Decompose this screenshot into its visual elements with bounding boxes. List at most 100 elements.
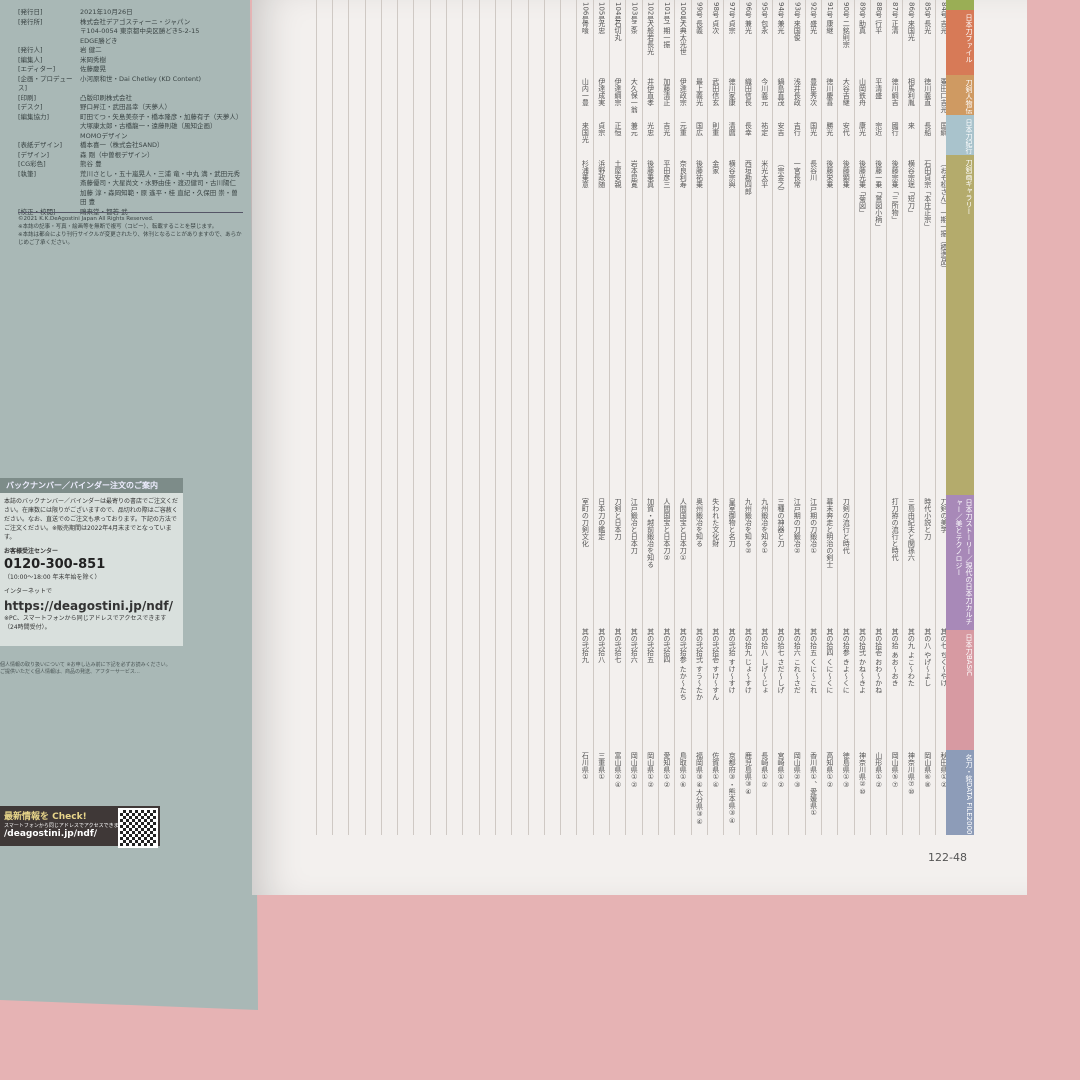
order-center: お客様受注センター — [4, 548, 59, 555]
cell-b: 徳川慶喜 — [825, 78, 834, 106]
colophon-key: [校正・校閲] — [18, 207, 56, 216]
issue-column: 103号 三条 大久保一翁 兼元 岩本昆寛 江戸鍛冶と日本刀 其の弐拾六 岡山県①② — [625, 0, 642, 835]
issue-column: 91号 康継 徳川慶喜 勝光 後藤栄乗 幕末奔走と明治の剣士 其の拾四 くに〜くに 高知県①② — [820, 0, 838, 835]
cell-k: 其の拾五 くに〜これ — [809, 628, 818, 694]
copyright-line: ©2021 K.K.DeAgostini Japan All Rights Re… — [18, 216, 154, 222]
colophon-value: MOMOデザイン — [80, 131, 128, 140]
colophon-row: 斎藤優司・大星尚文・水野由佳・渡辺健司・古川陽仁 — [18, 179, 243, 189]
order-net: インターネットで — [4, 588, 53, 595]
issue-column: 98号 貞次 武田信玄 則重 金家 失われた文化財 其の弐拾壱 すけ〜すん 佐賀県①④ — [706, 0, 724, 835]
cell-no: 85号 — [923, 2, 932, 18]
colophon-key: [エディター] — [18, 65, 56, 73]
cell-s: 人間国宝と日本刀② — [662, 498, 671, 562]
cell-g: 後藤祐乗 — [695, 160, 704, 188]
cell-g: 土屋安親 — [614, 160, 622, 188]
cell-c: 来国光 — [581, 122, 590, 143]
cell-k: 其の弐拾六 — [630, 628, 639, 663]
cell-s: 九州鍛冶を知る② — [744, 498, 753, 555]
issue-column: 102号 大般若長光 井伊直孝 光忠 後藤乗真 加賀・越前鍛冶を知る 其の弐拾五 岡山県①② — [641, 0, 659, 835]
cell-s: 奥州鍛冶を知る — [695, 498, 704, 547]
order-url: https://deagostini.jp/ndf/ — [4, 599, 174, 613]
cell-c: 清麿 — [728, 122, 737, 136]
category-band: 日本刀ストーリー／現代の日本刀カルチャー／美とテクノロジー — [946, 495, 974, 630]
cell-s: 江戸鍛冶と日本刀 — [630, 498, 639, 554]
order-phone: 0120-300-851 — [4, 557, 106, 572]
cell-b: 浅井長政 — [793, 78, 802, 106]
check-title: 最新情報を Check! — [4, 812, 87, 822]
colophon-key: [発行所] — [18, 17, 43, 26]
colophon-row: [印刷] 凸版印刷株式会社 — [18, 94, 243, 104]
cell-d: 鳥取県①⑥ — [679, 752, 688, 789]
copyright-line: ※本誌の記事・写真・絵画等を無断で複写（コピー）、転載することを禁じます。 — [18, 224, 218, 230]
cell-c: 長船 — [923, 122, 932, 136]
issue-column — [511, 0, 528, 835]
cell-g: 後藤栄乗 — [825, 160, 834, 188]
cell-s: 三島由紀夫と関孫六 — [907, 498, 916, 561]
cell-k: 其の弐拾壱 すけ〜すん — [711, 628, 720, 701]
cell-k: 其の弐拾弐 すう〜たか — [695, 628, 704, 701]
copyright-notice: ©2021 K.K.DeAgostini Japan All Rights Re… — [18, 212, 243, 247]
cell-a: 長義 — [695, 20, 704, 34]
colophon-value: 2021年10月26日 — [80, 8, 133, 16]
cell-a: 石切丸 — [614, 20, 622, 41]
cell-b: 粟田口吉光 — [940, 78, 948, 113]
colophon-key — [18, 132, 74, 142]
cell-k: 其の拾九 じょ〜すけ — [744, 628, 753, 694]
cell-g: 杉浦乗意 — [581, 160, 590, 188]
cell-c: 宗近 — [874, 122, 883, 136]
cell-d: 岡山県②③ — [793, 752, 802, 789]
cell-b: 徳川綱吉 — [891, 78, 900, 106]
colophon-value: 株式会社デアゴスティーニ・ジャパン — [80, 17, 191, 26]
colophon-key — [18, 27, 74, 37]
cell-d: 岡山県①② — [630, 752, 639, 789]
colophon-row: [発行人] 岩 健二 — [18, 46, 243, 56]
colophon-key: [発行人] — [18, 46, 43, 54]
issue-column — [315, 0, 333, 835]
issue-column: 97号 貞宗 徳川家康 清麿 横谷宗與 皇室御物と名刀 其の弐拾 すけ〜すけ 京都府③・熊本県… — [723, 0, 740, 835]
colophon-key: [企画・プロデュース] — [18, 74, 73, 93]
cell-d: 岡山県①② — [646, 752, 655, 789]
cell-a: 大般若長光 — [646, 20, 655, 55]
cell-d: 岡山県⑤⑦ — [891, 752, 900, 789]
cell-no: 94号 — [777, 2, 785, 18]
colophon-value: 斎藤優司・大星尚文・水野由佳・渡辺健司・古川陽仁 — [80, 179, 236, 187]
cell-a: 吉光 — [940, 20, 948, 34]
cell-s: 刀剣の流行と時代 — [842, 498, 851, 554]
cell-no: 86号 — [907, 2, 916, 18]
cell-c: 國行 — [891, 122, 900, 136]
cell-g: 横谷宗珉「短刀」 — [907, 160, 916, 216]
cell-a: 三条 — [630, 20, 639, 34]
cell-d: 宮崎県①② — [777, 752, 785, 789]
cell-g: 金家 — [711, 160, 720, 174]
colophon-value: 鴎来堂・都若 武 — [80, 207, 128, 216]
cell-b: 豊臣秀次 — [809, 78, 818, 106]
cell-no: 102号 — [646, 2, 655, 23]
colophon-value: 大塚康太郎・古橋龍一・遠藤則雄（風知企画） — [80, 122, 217, 130]
colophon: [発行日] 2021年10月26日 [発行所] 株式会社デアゴスティーニ・ジャパン 〒1… — [18, 8, 243, 217]
cell-a: 一期一振 — [662, 20, 671, 48]
privacy-notice: 個人情報の取り扱いについて ※お申し込み前に下記を必ずお読みください。ご提供いた… — [0, 662, 171, 675]
cell-g: 浜野政随 — [597, 160, 606, 188]
cell-no: 93号 — [793, 2, 802, 18]
colophon-row: [発行日] 2021年10月26日 — [18, 8, 243, 18]
cell-a: 行平 — [874, 20, 883, 34]
category-band: 日本刀紀行 — [946, 115, 974, 155]
cell-no: 106号 — [581, 2, 590, 23]
colophon-row: [表紙デザイン] 橋本喜一（株式会社SAND） — [18, 141, 243, 151]
colophon-key: [デザイン] — [18, 150, 50, 159]
cell-no: 84号 — [940, 2, 948, 18]
cell-no: 104号 — [614, 2, 622, 23]
cell-no: 92号 — [809, 2, 818, 18]
copyright-line: ※本誌は都合により刊行サイクルが変更されたり、休刊となることがありますので、あら… — [18, 232, 242, 246]
colophon-row: [エディター] 佐藤慶晃 — [18, 65, 243, 75]
cell-b: 平清盛 — [874, 78, 883, 99]
colophon-value: EDGE勝どき — [80, 36, 118, 45]
issue-column — [429, 0, 447, 835]
cell-g: 一宮長常 — [793, 160, 802, 188]
cell-a: 大典太光世 — [679, 20, 688, 55]
colophon-row: EDGE勝どき — [18, 37, 243, 47]
issue-column: 101号 一期一振 加藤清正 吉光 平田彦三 人間国宝と日本刀② 其の弐拾四 愛知県①② — [657, 0, 675, 835]
cell-s: 江戸期の刀鍛冶① — [809, 498, 818, 555]
cell-s: 人間国宝と日本刀① — [679, 498, 688, 562]
colophon-row: [発行所] 株式会社デアゴスティーニ・ジャパン — [18, 18, 243, 28]
